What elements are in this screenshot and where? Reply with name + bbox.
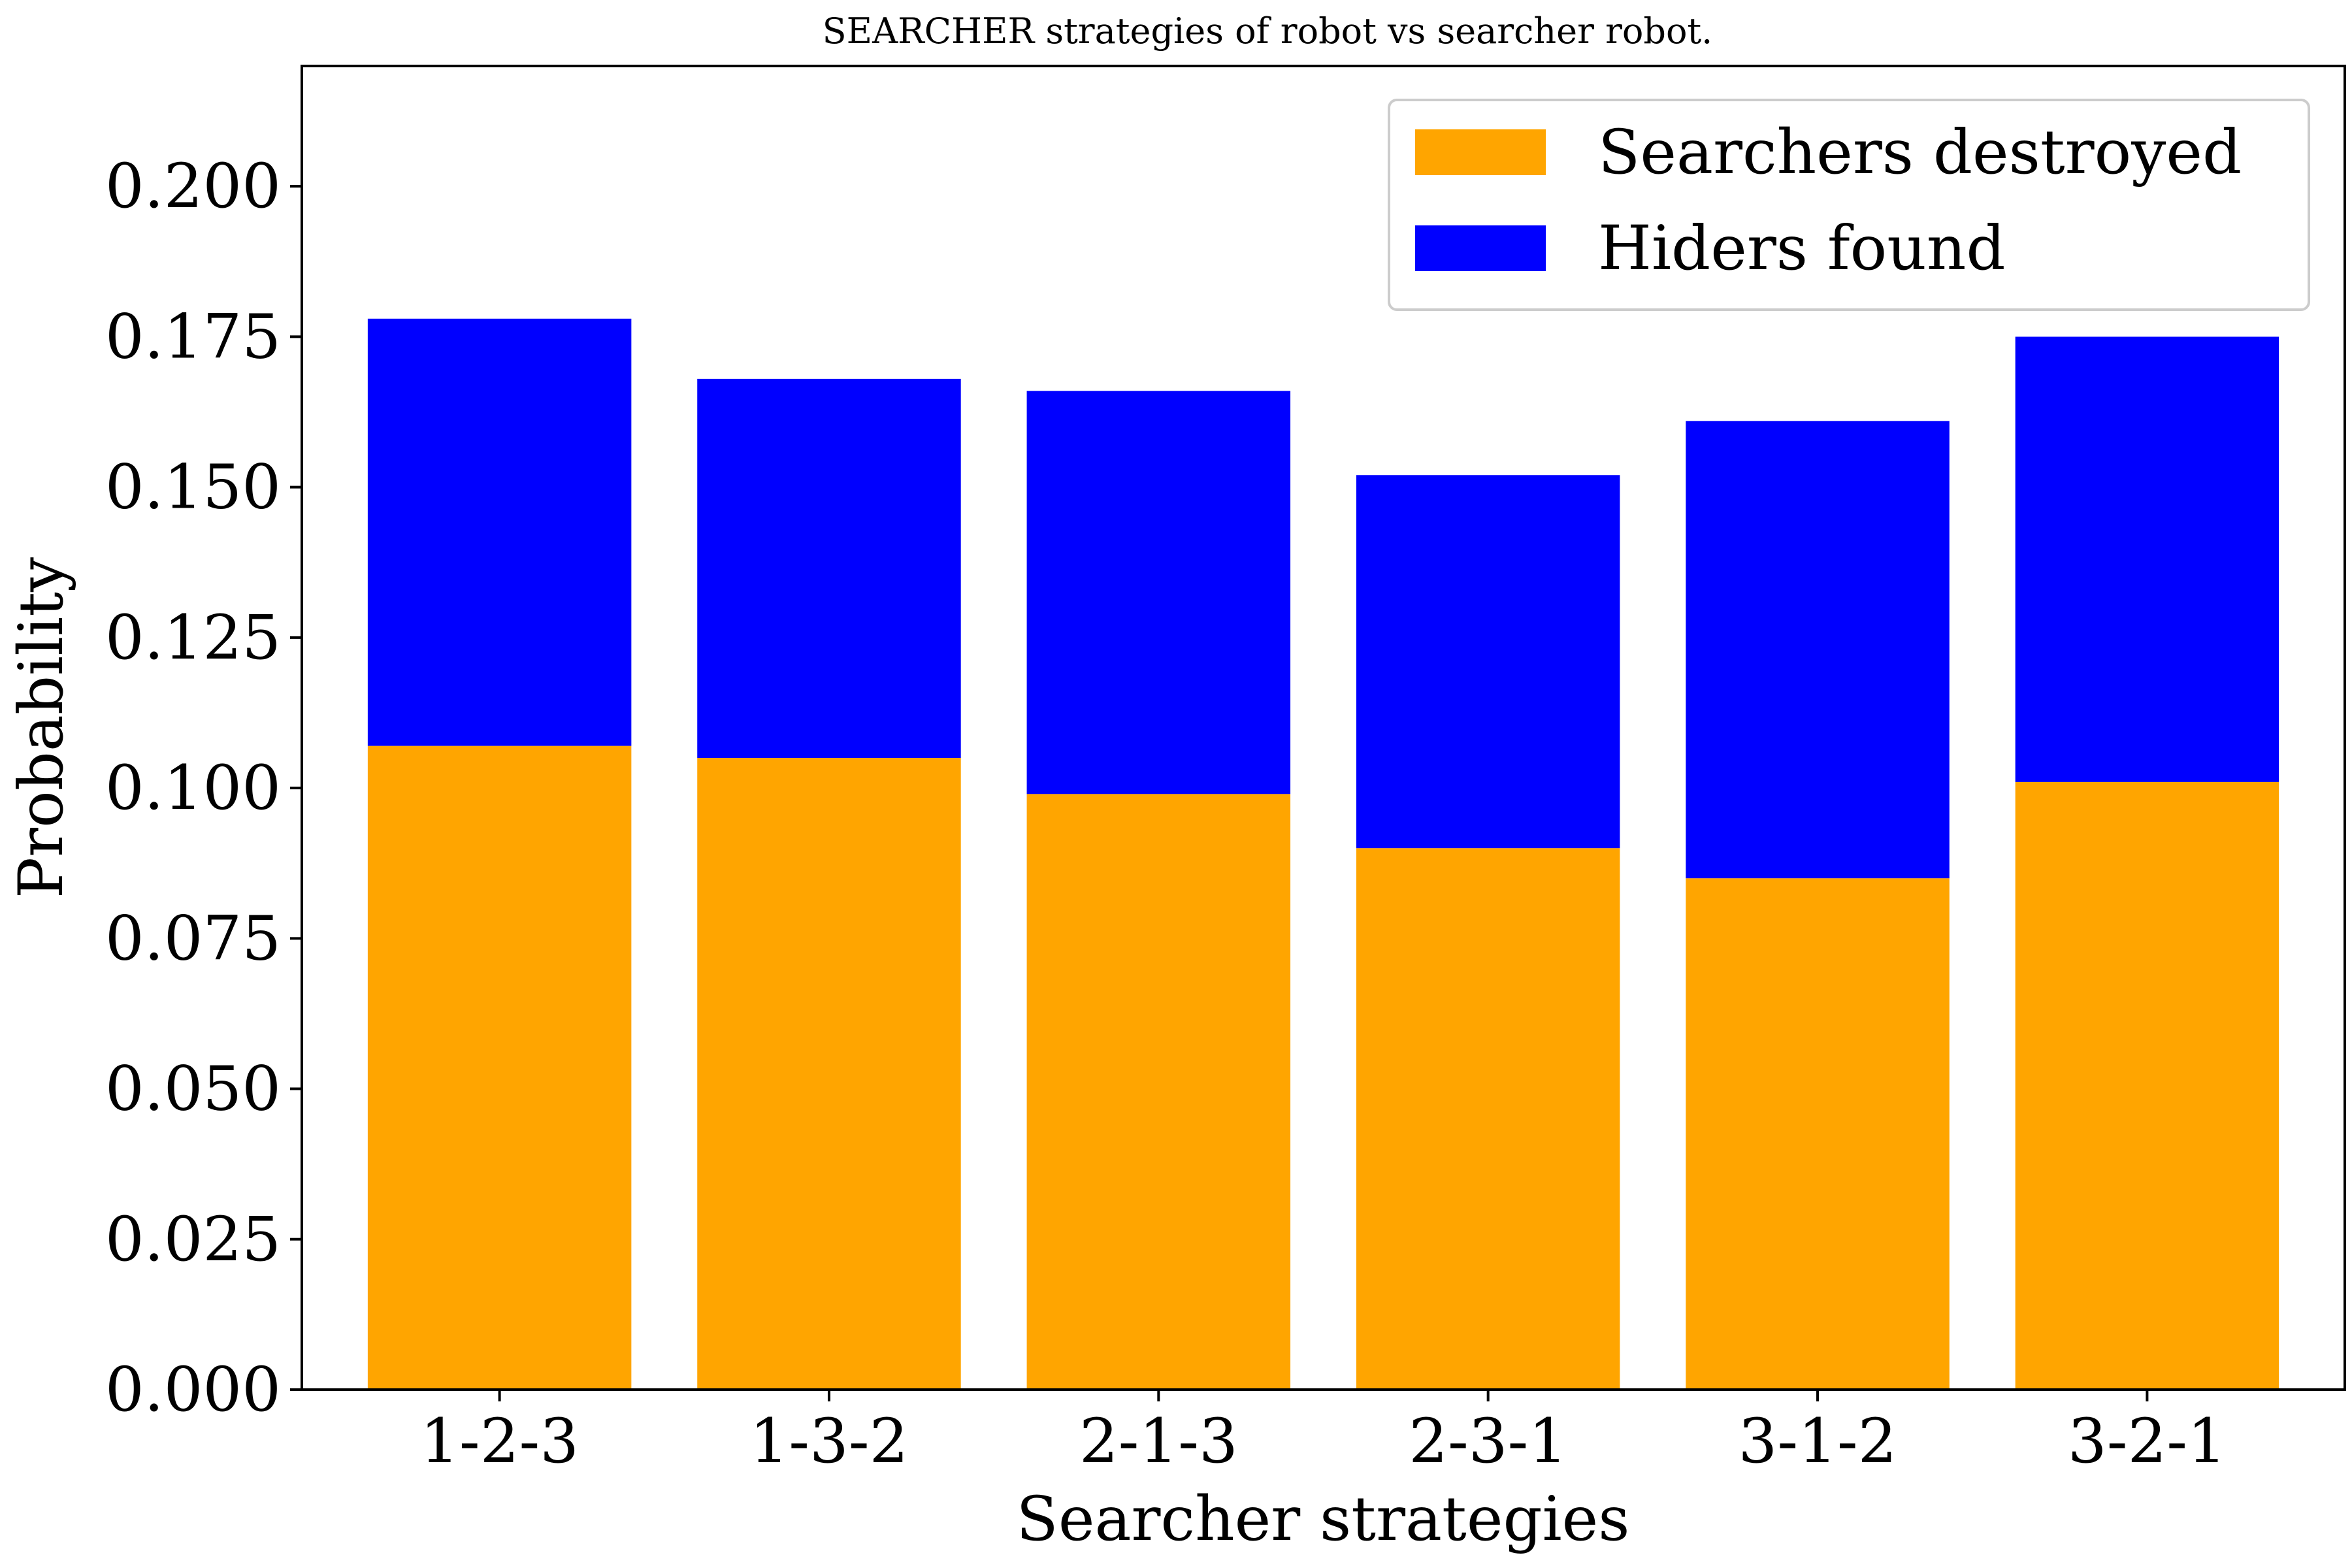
bar-searchers-destroyed-1-3-2 <box>697 758 961 1390</box>
bar-hiders-found-2-3-1 <box>1356 475 1620 849</box>
x-tick-label: 3-1-2 <box>1739 1406 1897 1477</box>
bar-searchers-destroyed-2-1-3 <box>1026 794 1291 1390</box>
legend-frame <box>1388 99 2310 311</box>
x-tick-label: 1-3-2 <box>749 1406 908 1477</box>
bar-hiders-found-1-3-2 <box>697 378 961 759</box>
legend-label-hiders-found: Hiders found <box>1598 213 2006 284</box>
y-tick-label: 0.200 <box>105 151 281 222</box>
bar-hiders-found-3-1-2 <box>1686 421 1950 879</box>
y-tick-label: 0.075 <box>105 903 281 974</box>
bar-searchers-destroyed-3-2-1 <box>2015 781 2279 1390</box>
x-tick-label: 2-3-1 <box>1409 1406 1567 1477</box>
y-tick-label: 0.025 <box>105 1204 281 1275</box>
bar-hiders-found-2-1-3 <box>1026 391 1291 794</box>
x-tick-label: 3-2-1 <box>2068 1406 2227 1477</box>
y-tick-label: 0.175 <box>105 301 281 372</box>
y-axis-label: Probability <box>6 557 77 898</box>
x-tick-label: 2-1-3 <box>1079 1406 1238 1477</box>
y-tick-label: 0.000 <box>105 1354 281 1426</box>
bar-searchers-destroyed-1-2-3 <box>367 745 632 1390</box>
legend-label-searchers-destroyed: Searchers destroyed <box>1598 117 2242 188</box>
bar-searchers-destroyed-3-1-2 <box>1686 878 1950 1390</box>
chart-title: SEARCHER strategies of robot vs searcher… <box>823 10 1713 52</box>
y-tick-label: 0.125 <box>105 602 281 674</box>
plot-frame <box>301 65 2346 1391</box>
bar-hiders-found-3-2-1 <box>2015 336 2279 782</box>
y-tick-label: 0.100 <box>105 753 281 824</box>
bar-hiders-found-1-2-3 <box>367 318 632 746</box>
y-tick-label: 0.050 <box>105 1054 281 1125</box>
legend: Searchers destroyed Hiders found <box>1388 99 2310 311</box>
bars-layer <box>367 318 2279 1390</box>
x-tick-label: 1-2-3 <box>420 1406 579 1477</box>
x-axis-label: Searcher strategies <box>1016 1484 1629 1555</box>
bar-searchers-destroyed-2-3-1 <box>1356 848 1620 1390</box>
x-axis-ticks: 1-2-3 1-3-2 2-1-3 2-3-1 3-1-2 3-2-1 <box>420 1390 2227 1477</box>
legend-swatch-searchers-destroyed <box>1415 129 1546 175</box>
legend-swatch-hiders-found <box>1415 225 1546 271</box>
y-axis-ticks: 0.000 0.025 0.050 0.075 0.100 0.125 0.150 0.175… <box>105 151 302 1426</box>
y-tick-label: 0.150 <box>105 452 281 523</box>
